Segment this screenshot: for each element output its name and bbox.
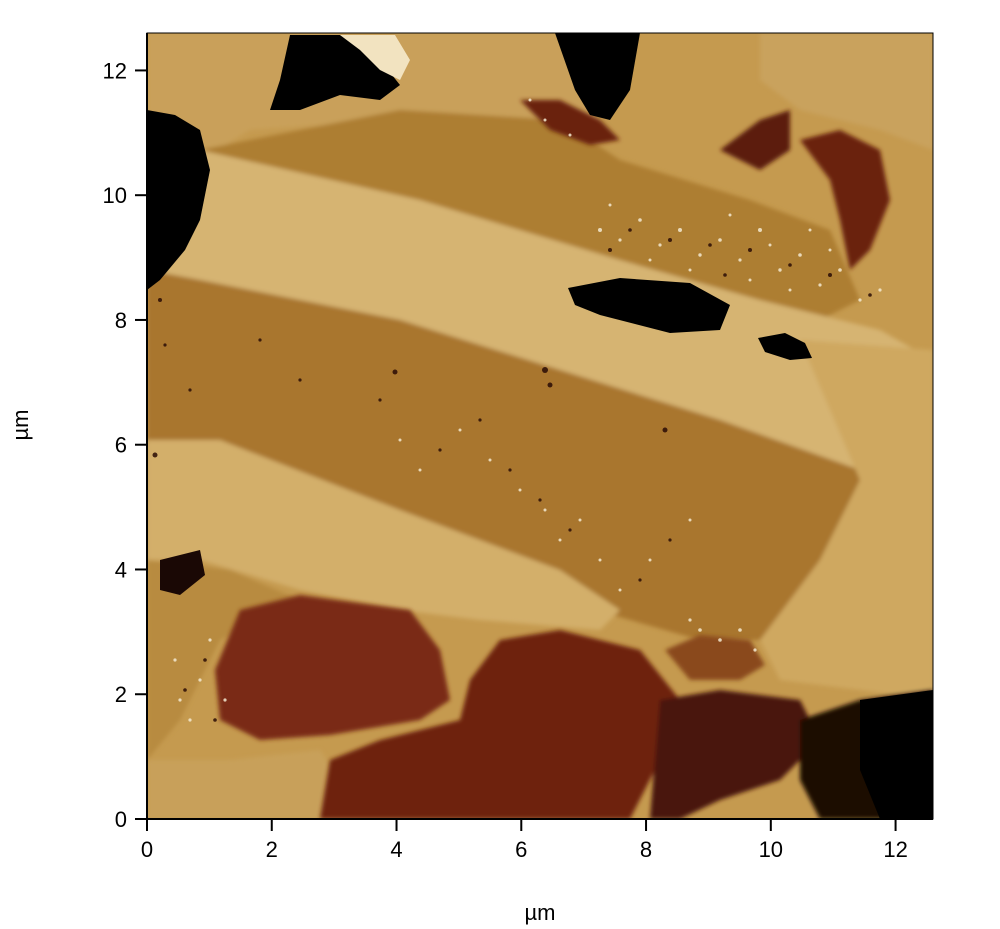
y-tick-label: 2 [115,682,127,707]
y-tick-label: 4 [115,557,127,582]
y-tick-label: 10 [103,183,127,208]
x-tick-label: 2 [266,837,278,862]
y-tick-label: 12 [103,58,127,83]
x-tick-label: 6 [515,837,527,862]
afm-phase-image [147,33,933,819]
x-axis-title: µm [524,900,555,925]
y-tick-label: 6 [115,433,127,458]
x-tick-label: 0 [141,837,153,862]
x-tick-label: 8 [640,837,652,862]
x-axis: 0 2 4 6 8 10 12 [141,818,933,862]
y-axis: 0 2 4 6 8 10 12 [103,33,148,832]
x-tick-label: 12 [883,837,907,862]
y-tick-label: 8 [115,308,127,333]
y-axis-title: µm [8,409,33,440]
x-tick-label: 4 [390,837,402,862]
y-tick-label: 0 [115,807,127,832]
x-tick-label: 10 [759,837,783,862]
